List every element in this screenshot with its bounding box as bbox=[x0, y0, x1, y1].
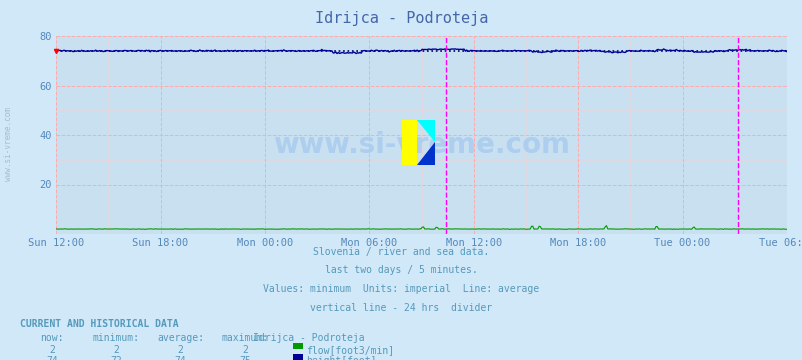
Text: Slovenia / river and sea data.: Slovenia / river and sea data. bbox=[313, 247, 489, 257]
Text: 2: 2 bbox=[177, 345, 184, 355]
Polygon shape bbox=[416, 120, 435, 143]
Text: 75: 75 bbox=[239, 356, 250, 360]
Text: vertical line - 24 hrs  divider: vertical line - 24 hrs divider bbox=[310, 303, 492, 313]
Text: maximum:: maximum: bbox=[221, 333, 268, 343]
Text: 74: 74 bbox=[47, 356, 58, 360]
Text: 2: 2 bbox=[49, 345, 55, 355]
Text: now:: now: bbox=[40, 333, 64, 343]
Text: Idrijca - Podroteja: Idrijca - Podroteja bbox=[253, 333, 365, 343]
Text: flow[foot3/min]: flow[foot3/min] bbox=[306, 345, 394, 355]
Text: 2: 2 bbox=[241, 345, 248, 355]
FancyBboxPatch shape bbox=[402, 120, 416, 165]
Text: www.si-vreme.com: www.si-vreme.com bbox=[3, 107, 13, 181]
Text: Values: minimum  Units: imperial  Line: average: Values: minimum Units: imperial Line: av… bbox=[263, 284, 539, 294]
Text: average:: average: bbox=[157, 333, 204, 343]
Text: last two days / 5 minutes.: last two days / 5 minutes. bbox=[325, 265, 477, 275]
Text: CURRENT AND HISTORICAL DATA: CURRENT AND HISTORICAL DATA bbox=[20, 319, 179, 329]
Text: 74: 74 bbox=[175, 356, 186, 360]
Text: 2: 2 bbox=[113, 345, 119, 355]
Text: 72: 72 bbox=[111, 356, 122, 360]
Text: Idrijca - Podroteja: Idrijca - Podroteja bbox=[314, 11, 488, 26]
Text: www.si-vreme.com: www.si-vreme.com bbox=[273, 131, 569, 159]
Text: height[foot]: height[foot] bbox=[306, 356, 376, 360]
Polygon shape bbox=[416, 143, 435, 165]
Text: minimum:: minimum: bbox=[93, 333, 140, 343]
